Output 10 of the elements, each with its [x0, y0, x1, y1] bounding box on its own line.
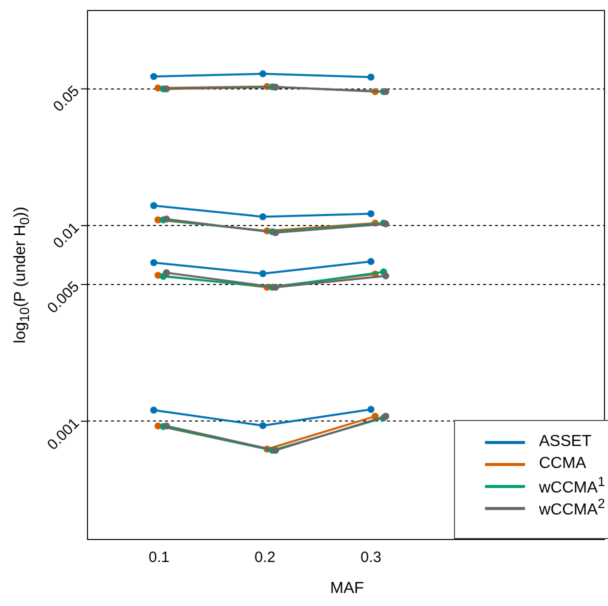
legend-label: wCCMA$^{2}$ — [539, 496, 606, 520]
y-tick-label: 0.05 — [50, 82, 83, 116]
legend-label: CCMA — [539, 455, 586, 473]
x-tick-label: 0.2 — [254, 549, 276, 566]
y-tick-label: 0.01 — [50, 219, 83, 252]
x-axis-title: MAF — [329, 580, 365, 598]
legend-label: ASSET — [539, 433, 592, 451]
x-tick-label: 0.1 — [148, 549, 170, 566]
legend-label: wCCMA$^{1}$ — [539, 474, 606, 498]
x-tick-label: 0.3 — [360, 549, 382, 566]
